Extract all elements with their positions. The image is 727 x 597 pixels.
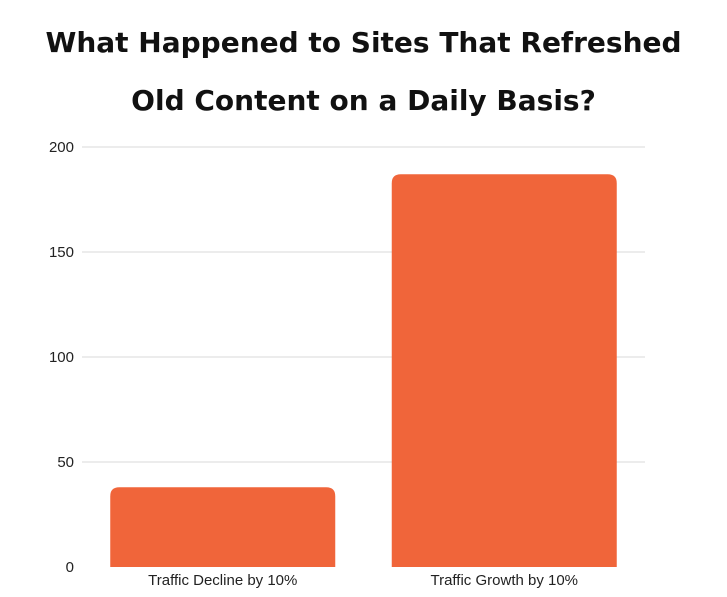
y-tick-label: 0 [66,559,74,576]
bar-traffic-decline [110,487,336,567]
y-tick-label: 100 [49,349,74,366]
x-axis-categories: Traffic Decline by 10% Traffic Growth by … [148,572,578,589]
chart-title-line-1: What Happened to Sites That Refreshed [45,26,682,59]
bar-traffic-growth [391,174,617,568]
chart-title: What Happened to Sites That Refreshed Ol… [0,14,727,130]
chart-title-line-2: Old Content on a Daily Basis? [131,84,596,117]
y-axis-ticks: 0 50 100 150 200 [49,139,74,576]
bars [110,174,617,568]
y-tick-label: 150 [49,244,74,261]
y-tick-label: 50 [57,454,74,471]
y-tick-label: 200 [49,139,74,156]
x-category-label: Traffic Growth by 10% [430,572,578,589]
x-category-label: Traffic Decline by 10% [148,572,297,589]
